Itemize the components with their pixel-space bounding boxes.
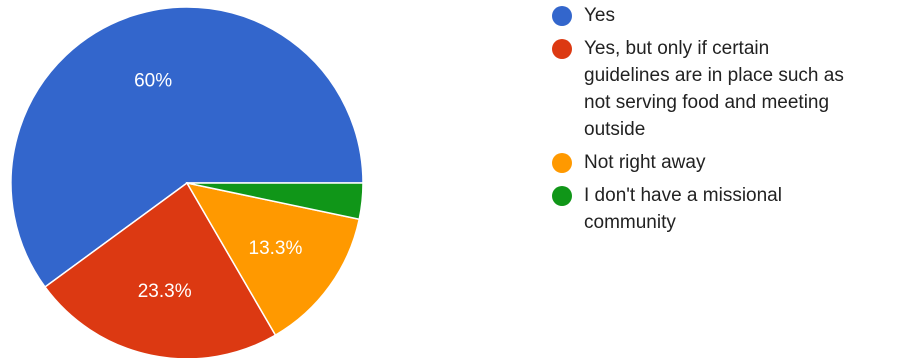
- pie-slice-2: [185, 181, 361, 337]
- legend-item: I don't have a missional community: [552, 182, 912, 236]
- pie-slice-0: [10, 6, 364, 289]
- slice-label-0: 60%: [134, 70, 172, 91]
- legend-swatch-icon: [552, 186, 572, 206]
- pie-slice-1: [43, 181, 277, 358]
- slice-label-2: 13.3%: [249, 238, 303, 259]
- legend-swatch-icon: [552, 39, 572, 59]
- legend-swatch-icon: [552, 6, 572, 26]
- legend-swatch-icon: [552, 153, 572, 173]
- legend-item: Yes: [552, 2, 912, 29]
- legend-label: I don't have a missional community: [584, 185, 782, 233]
- legend-label: Yes: [584, 5, 615, 26]
- pie-chart-plot: 60% 23.3% 13.3%: [10, 6, 364, 358]
- legend-item: Yes, but only if certain guidelines are i…: [552, 35, 912, 143]
- legend-item: Not right away: [552, 149, 912, 176]
- legend-label: Yes, but only if certain guidelines are i…: [584, 38, 844, 140]
- slice-label-1: 23.3%: [138, 281, 192, 302]
- chart-legend: Yes Yes, but only if certain guidelines ar…: [552, 2, 912, 242]
- legend-label: Not right away: [584, 152, 706, 173]
- pie-slice-3: [186, 182, 364, 221]
